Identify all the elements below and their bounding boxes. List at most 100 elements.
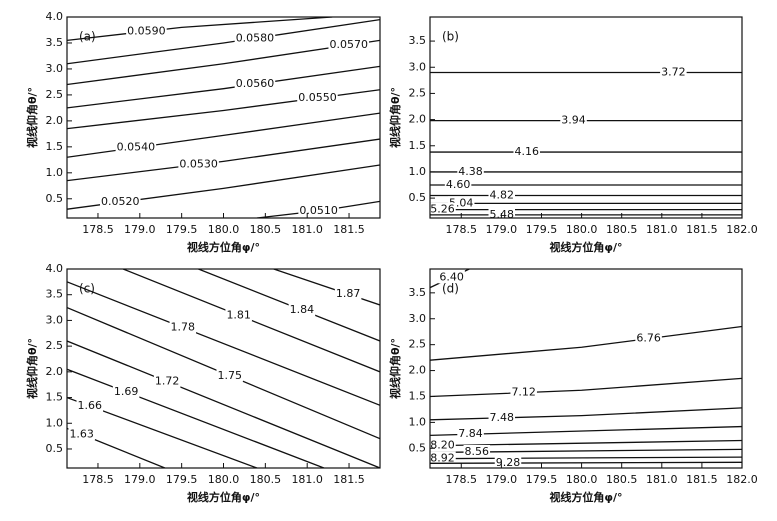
y-tick-label: 3.0 [409,312,427,325]
x-tick-label: 179.0 [124,223,156,236]
contour-label-bg [115,140,157,154]
y-tick-label: 3.5 [46,288,64,301]
y-tick-label: 2.0 [46,365,64,378]
contour-label: 1.63 [69,427,94,440]
panel-label: (c) [79,282,95,296]
y-tick-label: 0.5 [46,442,64,455]
y-tick-label: 0.5 [409,191,427,204]
contour-line [273,269,380,306]
panel: 0.0590 0.0580 0.0570 0.0560 0.0550 0.0540 0.05… [25,10,381,254]
contour-label-bg [635,331,662,345]
contour-label-bg [488,188,516,202]
contour-label: 0.0520 [101,195,140,208]
x-tick-label: 181.0 [646,223,678,236]
contour-label: 1.78 [171,321,196,334]
contour-label-bg [68,427,95,441]
panel-label: (d) [442,282,459,296]
y-tick-label: 3.5 [409,286,427,299]
contour-label-bg [429,202,456,216]
contour-label: 8.92 [430,452,455,465]
contour-label-bg [234,77,276,91]
contour-line [430,439,742,447]
y-tick-label: 1.5 [409,139,427,152]
y-axis-title: 视线仰角θ/° [388,87,402,148]
x-tick-label: 181.0 [291,473,323,486]
x-tick-label: 182.0 [726,473,758,486]
contour-line [67,18,380,65]
contour-label: 0.0540 [117,141,156,154]
x-tick-label: 180.5 [606,223,638,236]
y-tick-label: 1.0 [46,416,64,429]
y-tick-label: 2.0 [46,114,64,127]
x-tick-label: 179.5 [166,223,198,236]
contour-label-bg [457,427,484,441]
contour-line [430,325,742,361]
contour-line [67,39,380,86]
plot-frame [429,16,743,219]
x-tick-label: 180.5 [606,473,638,486]
contour-label: 7.84 [458,427,483,440]
contour-label-bg [100,195,141,209]
contour-label: 4.38 [458,165,483,178]
contour-label-bg [488,410,516,424]
contour-label: 0.0530 [179,157,218,170]
contour-line [67,281,380,406]
contour-line [430,407,742,421]
contour-label: 4.82 [490,188,515,201]
contour-label: 1.72 [155,375,180,388]
contour-label-bg [169,320,197,334]
x-tick-label: 181.0 [646,473,678,486]
contour-line [67,65,380,109]
x-tick-label: 180.0 [208,223,240,236]
y-tick-label: 2.5 [46,339,64,352]
x-tick-label: 179.0 [486,473,518,486]
y-tick-label: 1.0 [46,166,64,179]
contour-label: 1.84 [290,303,315,316]
contour-label-bg [298,203,339,217]
y-tick-label: 2.0 [409,364,427,377]
y-tick-label: 1.5 [46,391,64,404]
x-tick-label: 181.5 [686,223,718,236]
y-tick-label: 3.5 [46,36,64,49]
contour-line [67,112,380,158]
x-tick-label: 180.0 [208,473,240,486]
x-tick-label: 180.0 [566,473,598,486]
x-axis-title: 视线方位角φ/° [549,490,622,504]
contour-label-bg [513,145,540,159]
x-tick-label: 181.5 [333,223,365,236]
contour-label: 5.26 [430,203,455,216]
contour-label: 0.0590 [127,24,166,37]
panel: 6.40 6.76 7.12 7.48 7.848.20 8.56 8.92 9.28 178.… [388,268,758,504]
x-tick-label: 178.5 [82,473,114,486]
x-axis-title: 视线方位角φ/° [187,240,260,254]
y-axis-title: 视线仰角θ/° [25,338,39,399]
contour-label-bg [153,374,181,388]
contour-label: 8.20 [430,439,455,452]
y-tick-label: 1.0 [409,415,427,428]
contour-line [67,368,325,468]
x-tick-label: 179.0 [124,473,156,486]
contour-line [67,17,333,42]
x-tick-label: 178.5 [82,223,114,236]
panel-label: (b) [442,30,459,44]
x-tick-label: 180.5 [250,223,282,236]
y-tick-label: 3.0 [46,313,64,326]
x-tick-label: 179.5 [166,473,198,486]
contour-label-bg [112,384,140,398]
x-tick-label: 179.5 [526,473,558,486]
x-tick-label: 179.0 [486,223,518,236]
x-tick-label: 181.5 [686,473,718,486]
plot-frame [429,268,743,469]
contour-label: 1.75 [218,369,243,382]
contour-label: 8.56 [465,445,490,458]
y-tick-label: 1.0 [409,165,427,178]
x-tick-label: 178.5 [446,223,478,236]
y-tick-label: 4.0 [46,10,64,23]
contour-label-bg [510,385,537,399]
y-tick-label: 3.0 [409,60,427,73]
y-tick-label: 1.5 [46,140,64,153]
contour-label: 1.81 [226,308,251,321]
contour-label-bg [225,308,252,322]
contour-label-bg [76,399,104,413]
x-tick-label: 180.0 [566,223,598,236]
